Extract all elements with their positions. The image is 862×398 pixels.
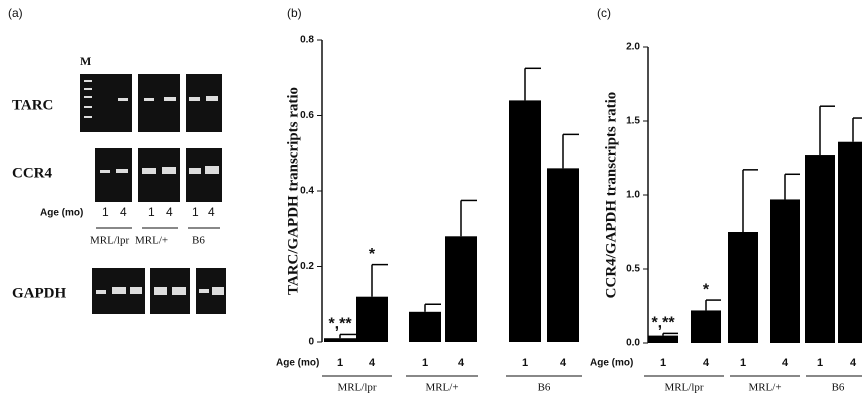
- x-tick-label: 1: [817, 357, 823, 369]
- gel-panel: (a) M TARC CCR4 GAPDH Age (mo) 1 4 1 4 1…: [8, 6, 226, 314]
- x-axis-label: Age (mo): [590, 358, 633, 369]
- x-tick-label: 1: [660, 357, 666, 369]
- bar: [691, 310, 721, 343]
- group-label: MRL/+: [748, 382, 781, 394]
- bar: [547, 168, 579, 342]
- chart-title: (c): [597, 6, 611, 20]
- y-tick-label: 0.0: [626, 338, 640, 349]
- bar: [728, 232, 758, 343]
- y-tick-label: 0.6: [300, 110, 314, 121]
- bar: [770, 199, 800, 343]
- y-tick-label: 2.0: [626, 42, 640, 53]
- x-tick-label: 1: [422, 357, 428, 369]
- row-label: TARC: [12, 97, 53, 113]
- age: 1: [102, 205, 109, 219]
- row-label: CCR4: [12, 165, 52, 181]
- figure: (a) M TARC CCR4 GAPDH Age (mo) 1 4 1 4 1…: [0, 0, 862, 398]
- panel-title: (a): [8, 6, 23, 20]
- x-tick-label: 1: [740, 357, 746, 369]
- gel-images: [80, 74, 226, 314]
- x-tick-label: 4: [703, 357, 710, 369]
- bar: [445, 236, 477, 342]
- y-tick-label: 0: [308, 337, 314, 348]
- y-tick-label: 1.5: [626, 116, 640, 127]
- group-label: MRL/lpr: [90, 235, 129, 247]
- y-axis-label: CCR4/GAPDH transcripts ratio: [603, 92, 619, 299]
- chart-title: (b): [287, 6, 302, 20]
- y-tick-label: 1.0: [626, 190, 640, 201]
- significance-label: *: [369, 246, 376, 263]
- bar: [509, 100, 541, 342]
- x-tick-label: 1: [522, 357, 528, 369]
- y-tick-label: 0.5: [626, 264, 640, 275]
- x-tick-label: 4: [850, 357, 857, 369]
- bar: [324, 338, 356, 342]
- y-axis-label: TARC/GAPDH transcripts ratio: [285, 87, 301, 295]
- age: 4: [120, 205, 127, 219]
- x-tick-label: 1: [337, 357, 343, 369]
- significance-label: *: [703, 281, 710, 298]
- x-tick-label: 4: [782, 357, 789, 369]
- group-label: B6: [538, 382, 551, 394]
- age: 4: [166, 205, 173, 219]
- age: 1: [192, 205, 199, 219]
- group-label: B6: [192, 235, 205, 247]
- bar: [805, 155, 835, 343]
- bar: [838, 142, 862, 343]
- group-label: MRL/lpr: [337, 382, 376, 394]
- x-tick-label: 4: [369, 357, 376, 369]
- y-tick-label: 0.2: [300, 261, 314, 272]
- bar: [356, 297, 388, 342]
- bar: [409, 312, 441, 342]
- x-axis-label: Age (mo): [276, 358, 319, 369]
- group-label: MRL/lpr: [664, 382, 703, 394]
- x-tick-label: 4: [458, 357, 465, 369]
- age: 1: [148, 205, 155, 219]
- bar: [648, 336, 678, 343]
- x-tick-label: 4: [560, 357, 567, 369]
- y-tick-label: 0.8: [300, 35, 314, 46]
- age: 4: [208, 205, 215, 219]
- age-label: Age (mo): [40, 208, 83, 219]
- marker-label: M: [80, 54, 91, 68]
- group-label: B6: [832, 382, 845, 394]
- row-label: GAPDH: [12, 285, 66, 301]
- group-label: MRL/+: [135, 235, 168, 247]
- significance-label: *,**: [328, 316, 352, 333]
- group-label: MRL/+: [425, 382, 458, 394]
- y-tick-label: 0.4: [300, 186, 314, 197]
- significance-label: *,**: [651, 315, 675, 332]
